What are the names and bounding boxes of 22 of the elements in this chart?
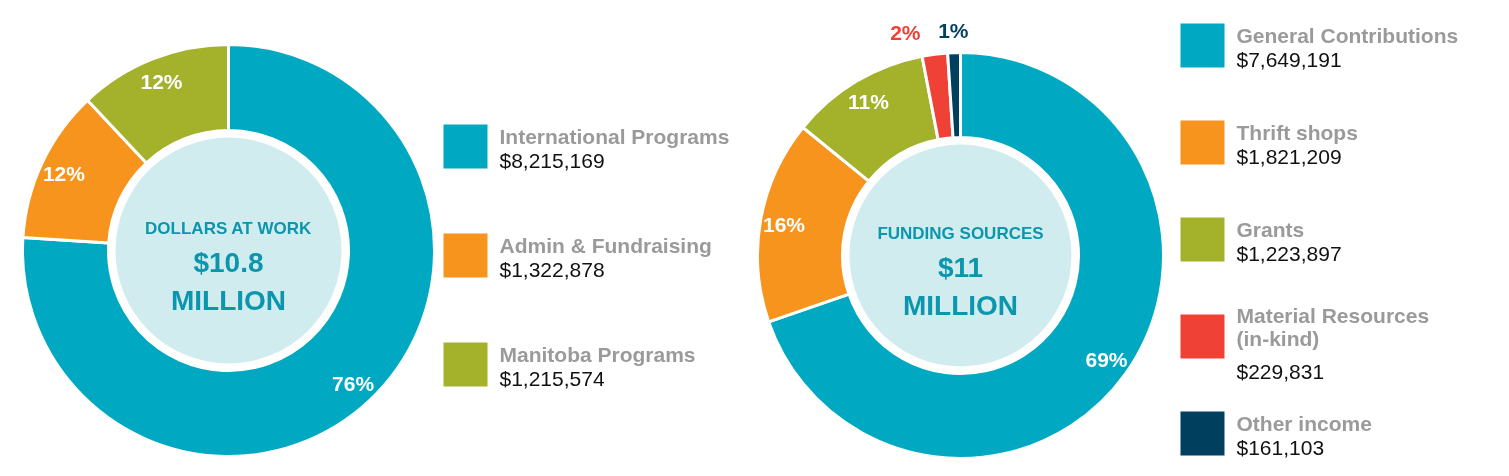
text: MILLION [902,290,1019,321]
data-label: 2% [890,20,921,44]
data-label: 12% [140,69,183,93]
legend-label: General Contributions $7,649,191 [1236,24,1459,71]
data-label: 12% [42,161,86,185]
data-label: 76% [332,371,375,395]
text: $10.8 [193,247,264,278]
legend-label: Thrift shops $1,821,209 [1236,121,1358,168]
text: MILLION [170,285,287,316]
data-label: 16% [763,212,806,236]
data-label: 1% [938,19,969,43]
legend-label: Manitoba Programs $1,215,574 [499,343,696,390]
text: DOLLARS AT WORK [145,219,313,238]
legend-label: Grants $1,223,897 [1236,218,1342,265]
text: $11 [937,252,984,283]
legend-label: Other income $161,103 [1236,412,1372,459]
data-label: 69% [1085,347,1128,371]
text: FUNDING SOURCES [877,224,1044,243]
legend-label: Admin & Fundraising $1,322,878 [499,234,712,281]
legend-label: International Programs $8,215,169 [499,125,730,172]
legend-label: Material Resources (in-kind) $229,831 [1236,303,1430,383]
data-label: 11% [848,90,890,114]
